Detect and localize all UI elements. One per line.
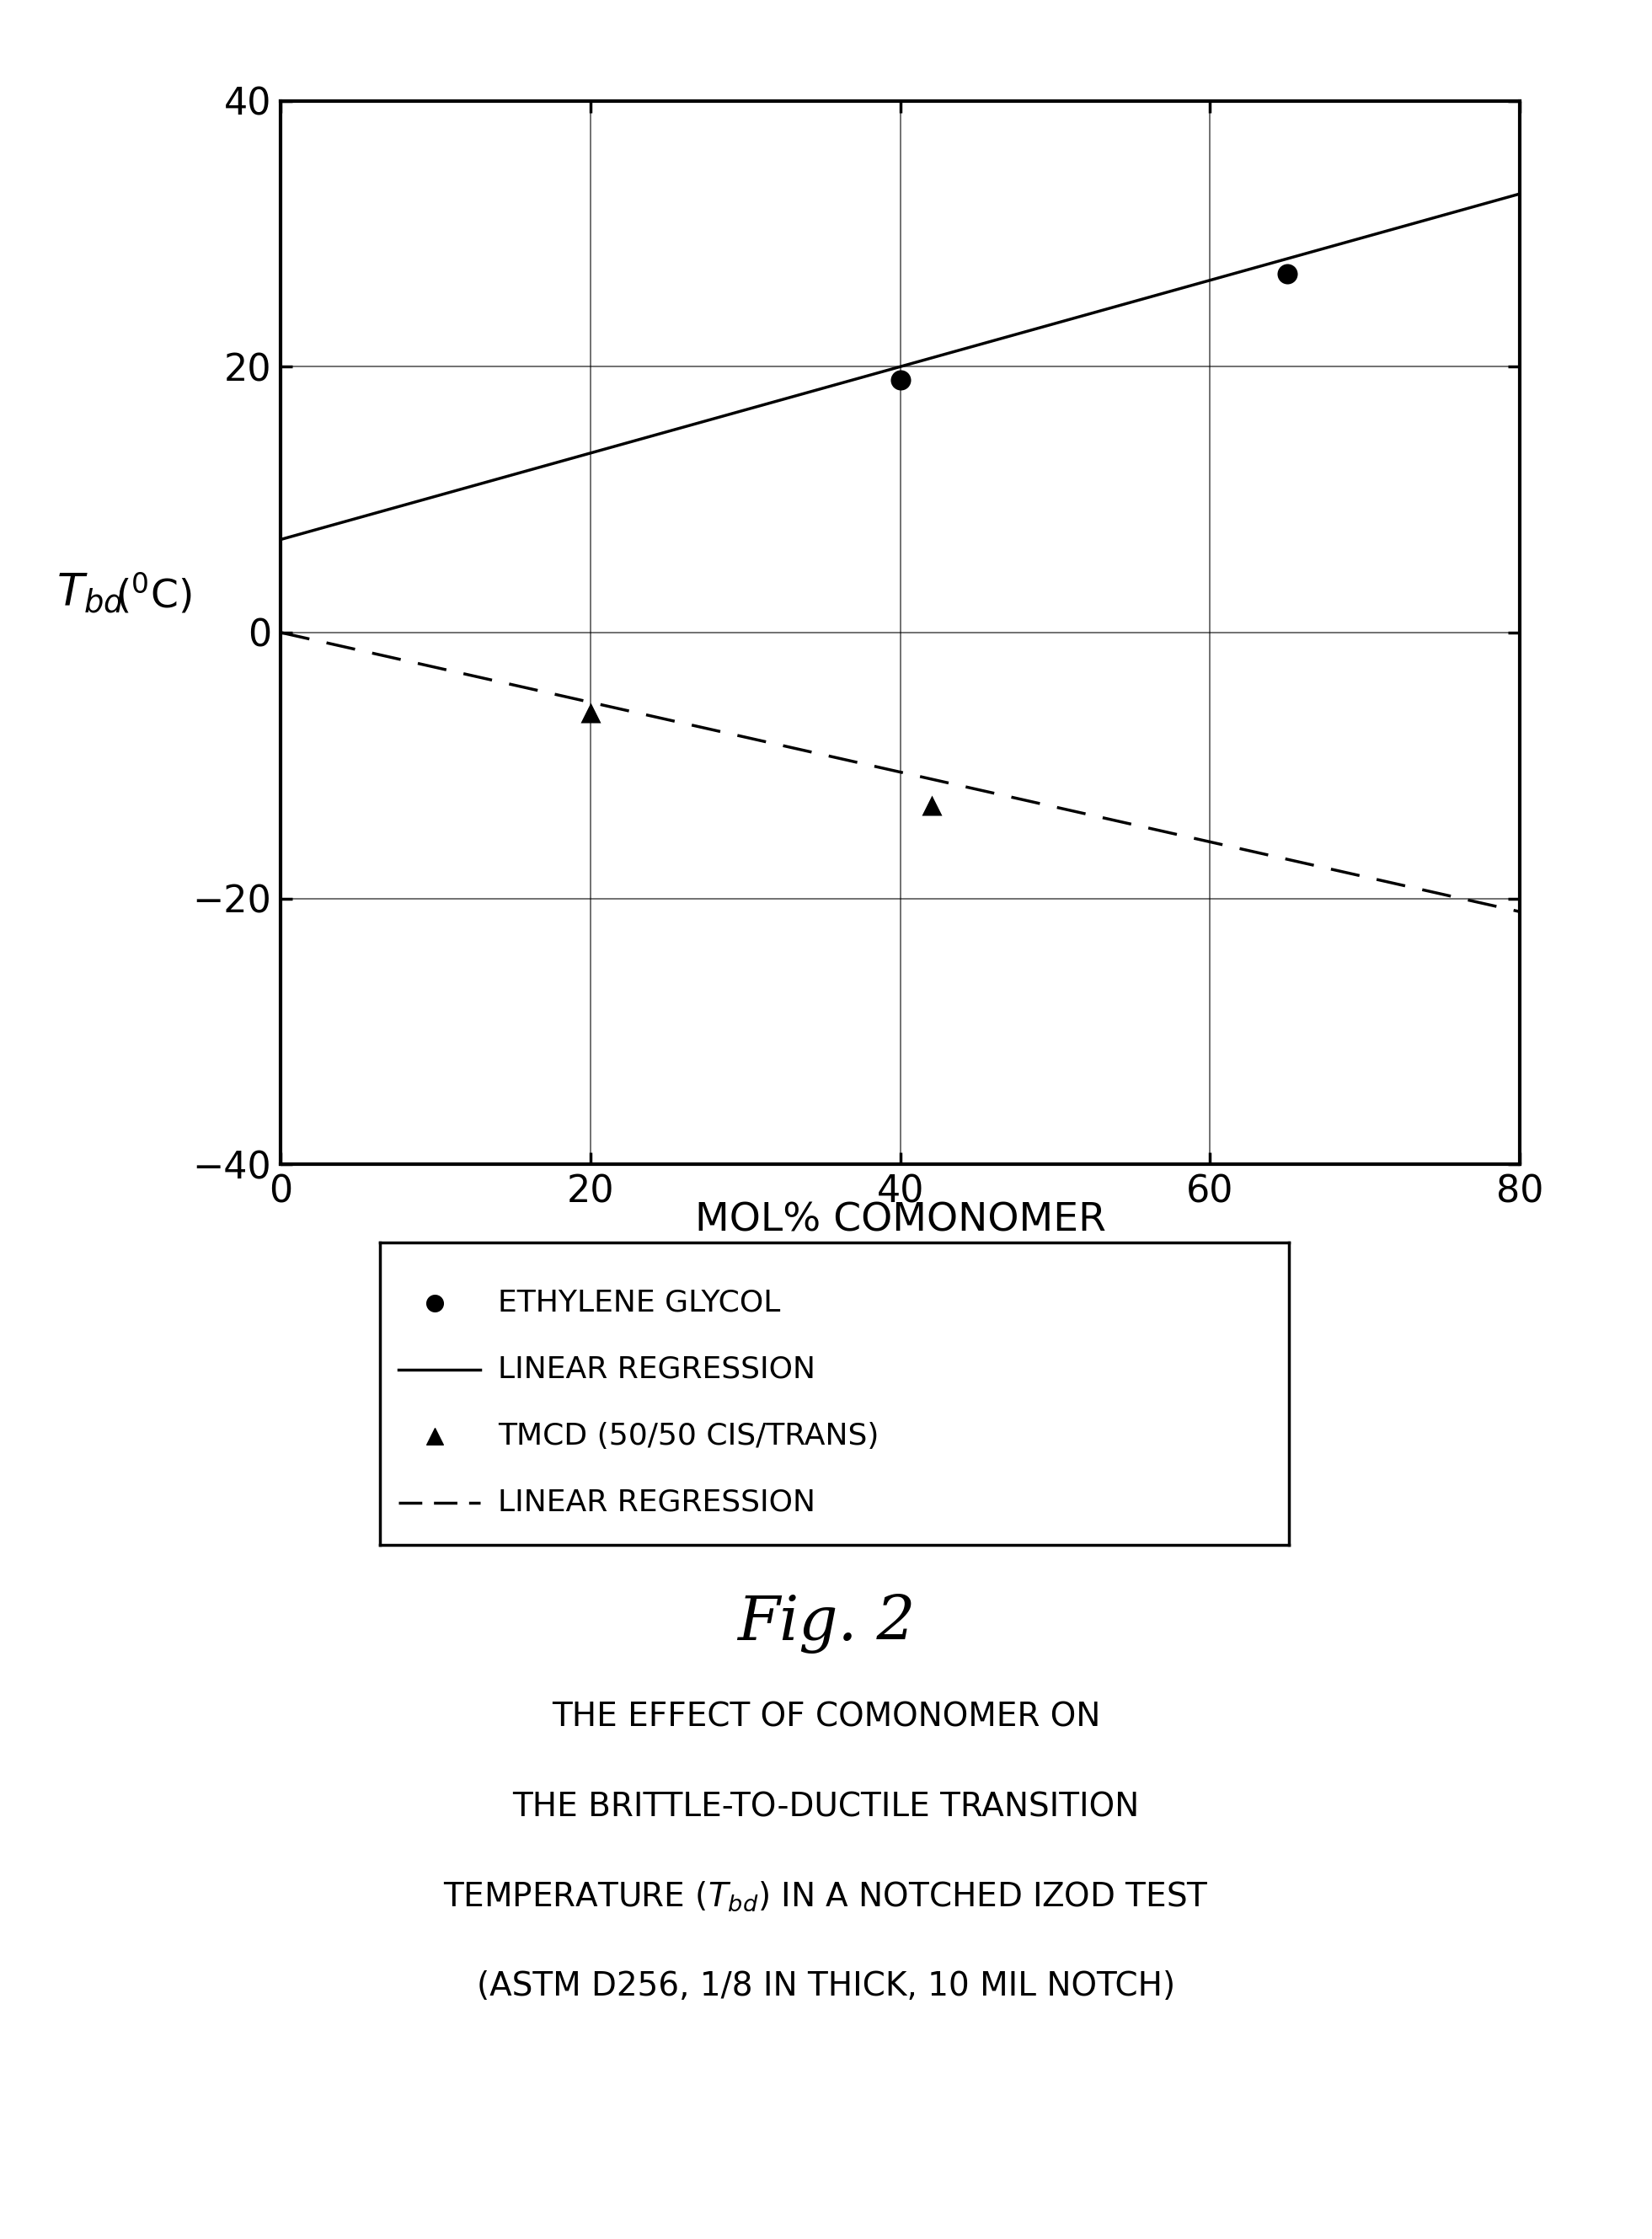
Text: LINEAR REGRESSION: LINEAR REGRESSION xyxy=(499,1489,816,1516)
Text: Fig. 2: Fig. 2 xyxy=(737,1594,915,1652)
Text: THE EFFECT OF COMONOMER ON: THE EFFECT OF COMONOMER ON xyxy=(552,1702,1100,1733)
Text: THE BRITTLE-TO-DUCTILE TRANSITION: THE BRITTLE-TO-DUCTILE TRANSITION xyxy=(512,1791,1140,1823)
Text: MOL% COMONOMER: MOL% COMONOMER xyxy=(695,1202,1105,1238)
Point xyxy=(919,788,945,824)
Text: $T_{bd}$: $T_{bd}$ xyxy=(56,571,126,616)
Point xyxy=(887,363,914,399)
Text: (ASTM D256, 1/8 IN THICK, 10 MIL NOTCH): (ASTM D256, 1/8 IN THICK, 10 MIL NOTCH) xyxy=(477,1970,1175,2002)
Point xyxy=(1274,255,1300,291)
Text: ETHYLENE GLYCOL: ETHYLENE GLYCOL xyxy=(499,1290,781,1317)
Text: ($^0$C): ($^0$C) xyxy=(116,571,192,616)
Point xyxy=(421,1285,448,1321)
Point xyxy=(421,1417,448,1453)
Point xyxy=(578,694,605,730)
Text: TMCD (50/50 CIS/TRANS): TMCD (50/50 CIS/TRANS) xyxy=(499,1422,879,1451)
Text: LINEAR REGRESSION: LINEAR REGRESSION xyxy=(499,1355,816,1384)
Text: TEMPERATURE ($T_{bd}$) IN A NOTCHED IZOD TEST: TEMPERATURE ($T_{bd}$) IN A NOTCHED IZOD… xyxy=(443,1881,1209,1912)
